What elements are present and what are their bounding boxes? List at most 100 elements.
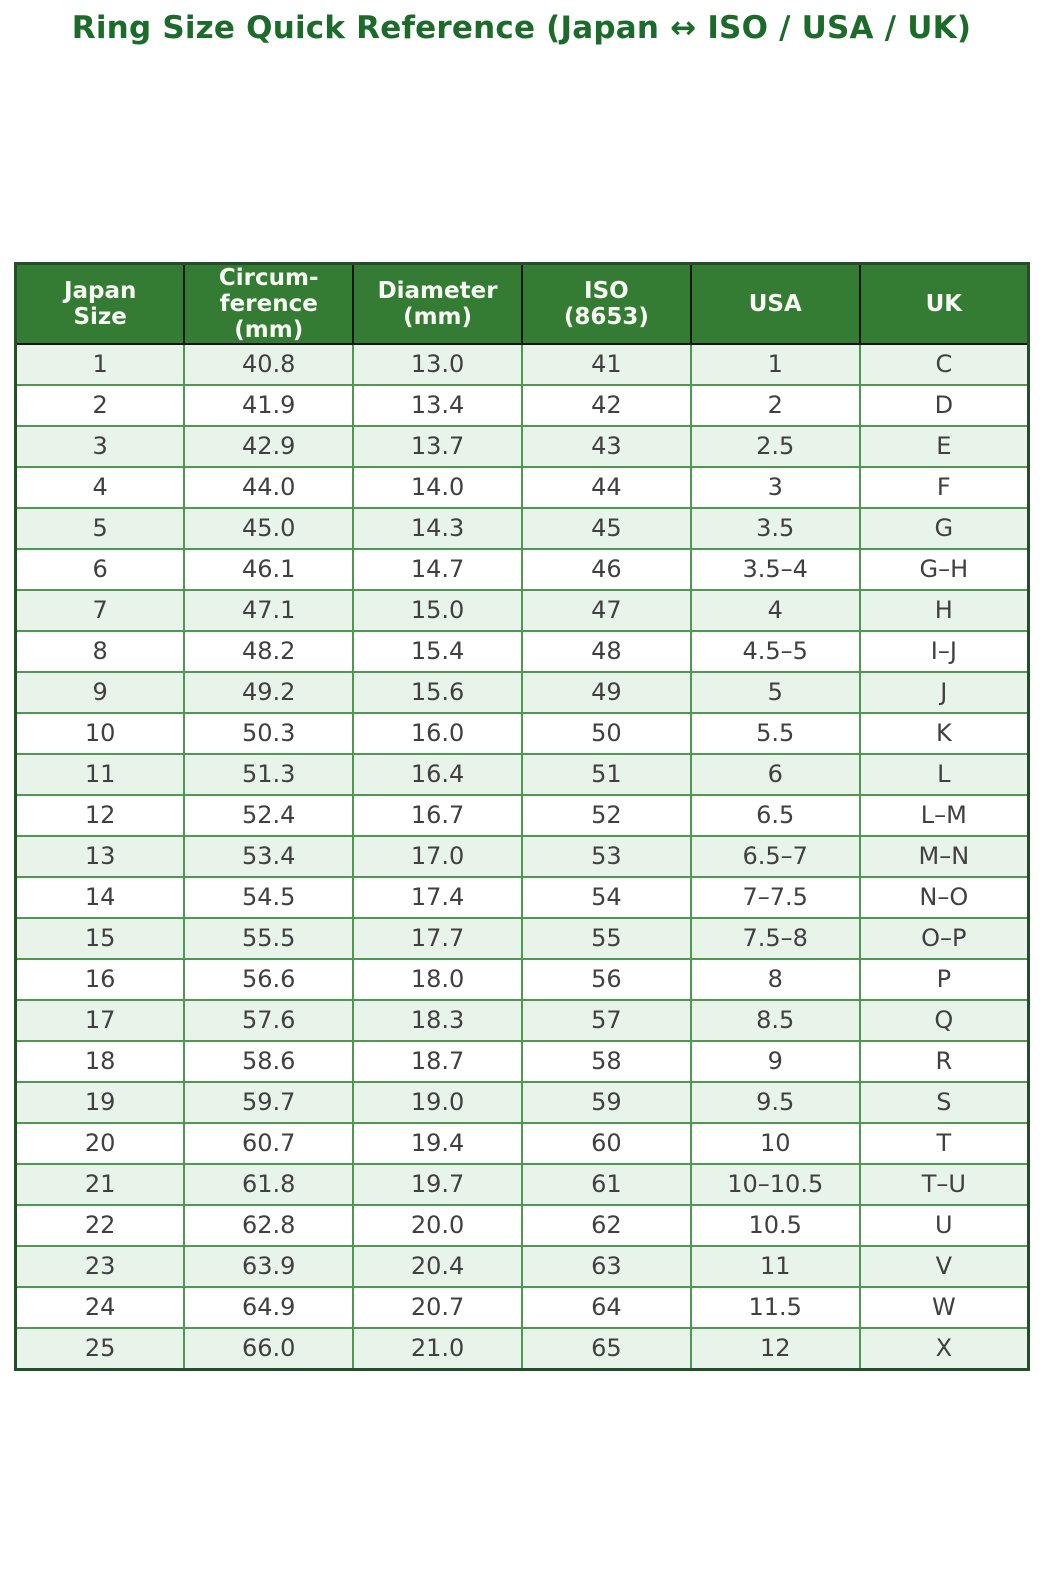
table-cell: 50.3 [183, 711, 355, 755]
table-cell: 51.3 [183, 752, 355, 796]
table-cell: 23 [14, 1244, 186, 1288]
table-cell: 55.5 [183, 916, 355, 960]
table-cell: 14.3 [352, 506, 523, 550]
table-header-row: Japan Size Circum- ference (mm) Diameter… [14, 262, 1030, 345]
table-cell: 18.0 [352, 957, 523, 1001]
table-row: 9 49.2 15.6 49 5 J [14, 670, 1030, 714]
table-cell: T [858, 1121, 1030, 1165]
table-cell: 43 [520, 424, 692, 468]
table-row: 17 57.6 18.3 57 8.5 Q [14, 998, 1030, 1042]
table-cell: 7 [14, 588, 186, 632]
table-cell: 20 [14, 1121, 186, 1165]
table-cell: 14.0 [352, 465, 523, 509]
table-cell: 20.4 [352, 1244, 523, 1288]
table-cell: 21.0 [352, 1326, 523, 1371]
table-cell: 48.2 [183, 629, 355, 673]
table-cell: 16.7 [352, 793, 523, 837]
table-cell: 10–10.5 [689, 1162, 861, 1206]
table-cell: 20.0 [352, 1203, 523, 1247]
table-row: 7 47.1 15.0 47 4 H [14, 588, 1030, 632]
table-row: 24 64.9 20.7 64 11.5 W [14, 1285, 1030, 1329]
table-row: 13 53.4 17.0 53 6.5–7 M–N [14, 834, 1030, 878]
table-cell: I–J [858, 629, 1030, 673]
table-cell: 57.6 [183, 998, 355, 1042]
table-cell: E [858, 424, 1030, 468]
table-cell: 50 [520, 711, 692, 755]
table-cell: 19.0 [352, 1080, 523, 1124]
table-cell: 7.5–8 [689, 916, 861, 960]
table-cell: 51 [520, 752, 692, 796]
table-cell: 5 [689, 670, 861, 714]
ring-size-table: Japan Size Circum- ference (mm) Diameter… [14, 262, 1030, 1371]
table-row: 11 51.3 16.4 51 6 L [14, 752, 1030, 796]
table-cell: 42.9 [183, 424, 355, 468]
table-cell: 3 [14, 424, 186, 468]
table-row: 18 58.6 18.7 58 9 R [14, 1039, 1030, 1083]
col-header-usa: USA [689, 262, 861, 345]
table-cell: 46 [520, 547, 692, 591]
table-cell: J [858, 670, 1030, 714]
table-cell: 10.5 [689, 1203, 861, 1247]
table-cell: 10 [689, 1121, 861, 1165]
table-cell: 63 [520, 1244, 692, 1288]
table-cell: S [858, 1080, 1030, 1124]
table-cell: 24 [14, 1285, 186, 1329]
table-cell: 53.4 [183, 834, 355, 878]
table-cell: 41.9 [183, 383, 355, 427]
table-cell: 19.4 [352, 1121, 523, 1165]
table-cell: K [858, 711, 1030, 755]
col-header-japan-size: Japan Size [14, 262, 186, 345]
page-title: Ring Size Quick Reference (Japan ↔ ISO /… [71, 10, 972, 46]
table-cell: 3.5–4 [689, 547, 861, 591]
table-cell: P [858, 957, 1030, 1001]
table-cell: 20.7 [352, 1285, 523, 1329]
table-cell: 15.0 [352, 588, 523, 632]
table-cell: F [858, 465, 1030, 509]
table-cell: 11 [14, 752, 186, 796]
table-cell: 53 [520, 834, 692, 878]
table-cell: R [858, 1039, 1030, 1083]
table-cell: 17 [14, 998, 186, 1042]
table-cell: 17.4 [352, 875, 523, 919]
table-cell: 2.5 [689, 424, 861, 468]
table-row: 20 60.7 19.4 60 10 T [14, 1121, 1030, 1165]
table-cell: 2 [689, 383, 861, 427]
table-row: 10 50.3 16.0 50 5.5 K [14, 711, 1030, 755]
table-cell: 61 [520, 1162, 692, 1206]
table-body: 1 40.8 13.0 41 1 C 2 41.9 13.4 42 2 D 3 42.9 13.7 43 2.5… [14, 342, 1030, 1371]
table-cell: 12 [689, 1326, 861, 1371]
table-cell: 22 [14, 1203, 186, 1247]
table-cell: C [858, 342, 1030, 386]
table-cell: 7–7.5 [689, 875, 861, 919]
table-cell: Q [858, 998, 1030, 1042]
table-cell: 54.5 [183, 875, 355, 919]
table-cell: X [858, 1326, 1030, 1371]
table-cell: 63.9 [183, 1244, 355, 1288]
table-cell: 52 [520, 793, 692, 837]
table-cell: 2 [14, 383, 186, 427]
table-cell: 42 [520, 383, 692, 427]
table-row: 22 62.8 20.0 62 10.5 U [14, 1203, 1030, 1247]
table-cell: 25 [14, 1326, 186, 1371]
table-cell: 6.5 [689, 793, 861, 837]
table-cell: 64.9 [183, 1285, 355, 1329]
table-cell: 6.5–7 [689, 834, 861, 878]
table-cell: 62 [520, 1203, 692, 1247]
table-cell: 13.7 [352, 424, 523, 468]
table-row: 4 44.0 14.0 44 3 F [14, 465, 1030, 509]
table-cell: 59 [520, 1080, 692, 1124]
table-cell: 19 [14, 1080, 186, 1124]
table-cell: 57 [520, 998, 692, 1042]
table-row: 8 48.2 15.4 48 4.5–5 I–J [14, 629, 1030, 673]
table-cell: 11.5 [689, 1285, 861, 1329]
table-cell: 3.5 [689, 506, 861, 550]
table-cell: 55 [520, 916, 692, 960]
table-cell: 4 [689, 588, 861, 632]
table-row: 15 55.5 17.7 55 7.5–8 O–P [14, 916, 1030, 960]
table-cell: 8 [14, 629, 186, 673]
table-row: 1 40.8 13.0 41 1 C [14, 342, 1030, 386]
table-cell: 46.1 [183, 547, 355, 591]
table-cell: 13 [14, 834, 186, 878]
table-cell: 14 [14, 875, 186, 919]
table-row: 12 52.4 16.7 52 6.5 L–M [14, 793, 1030, 837]
